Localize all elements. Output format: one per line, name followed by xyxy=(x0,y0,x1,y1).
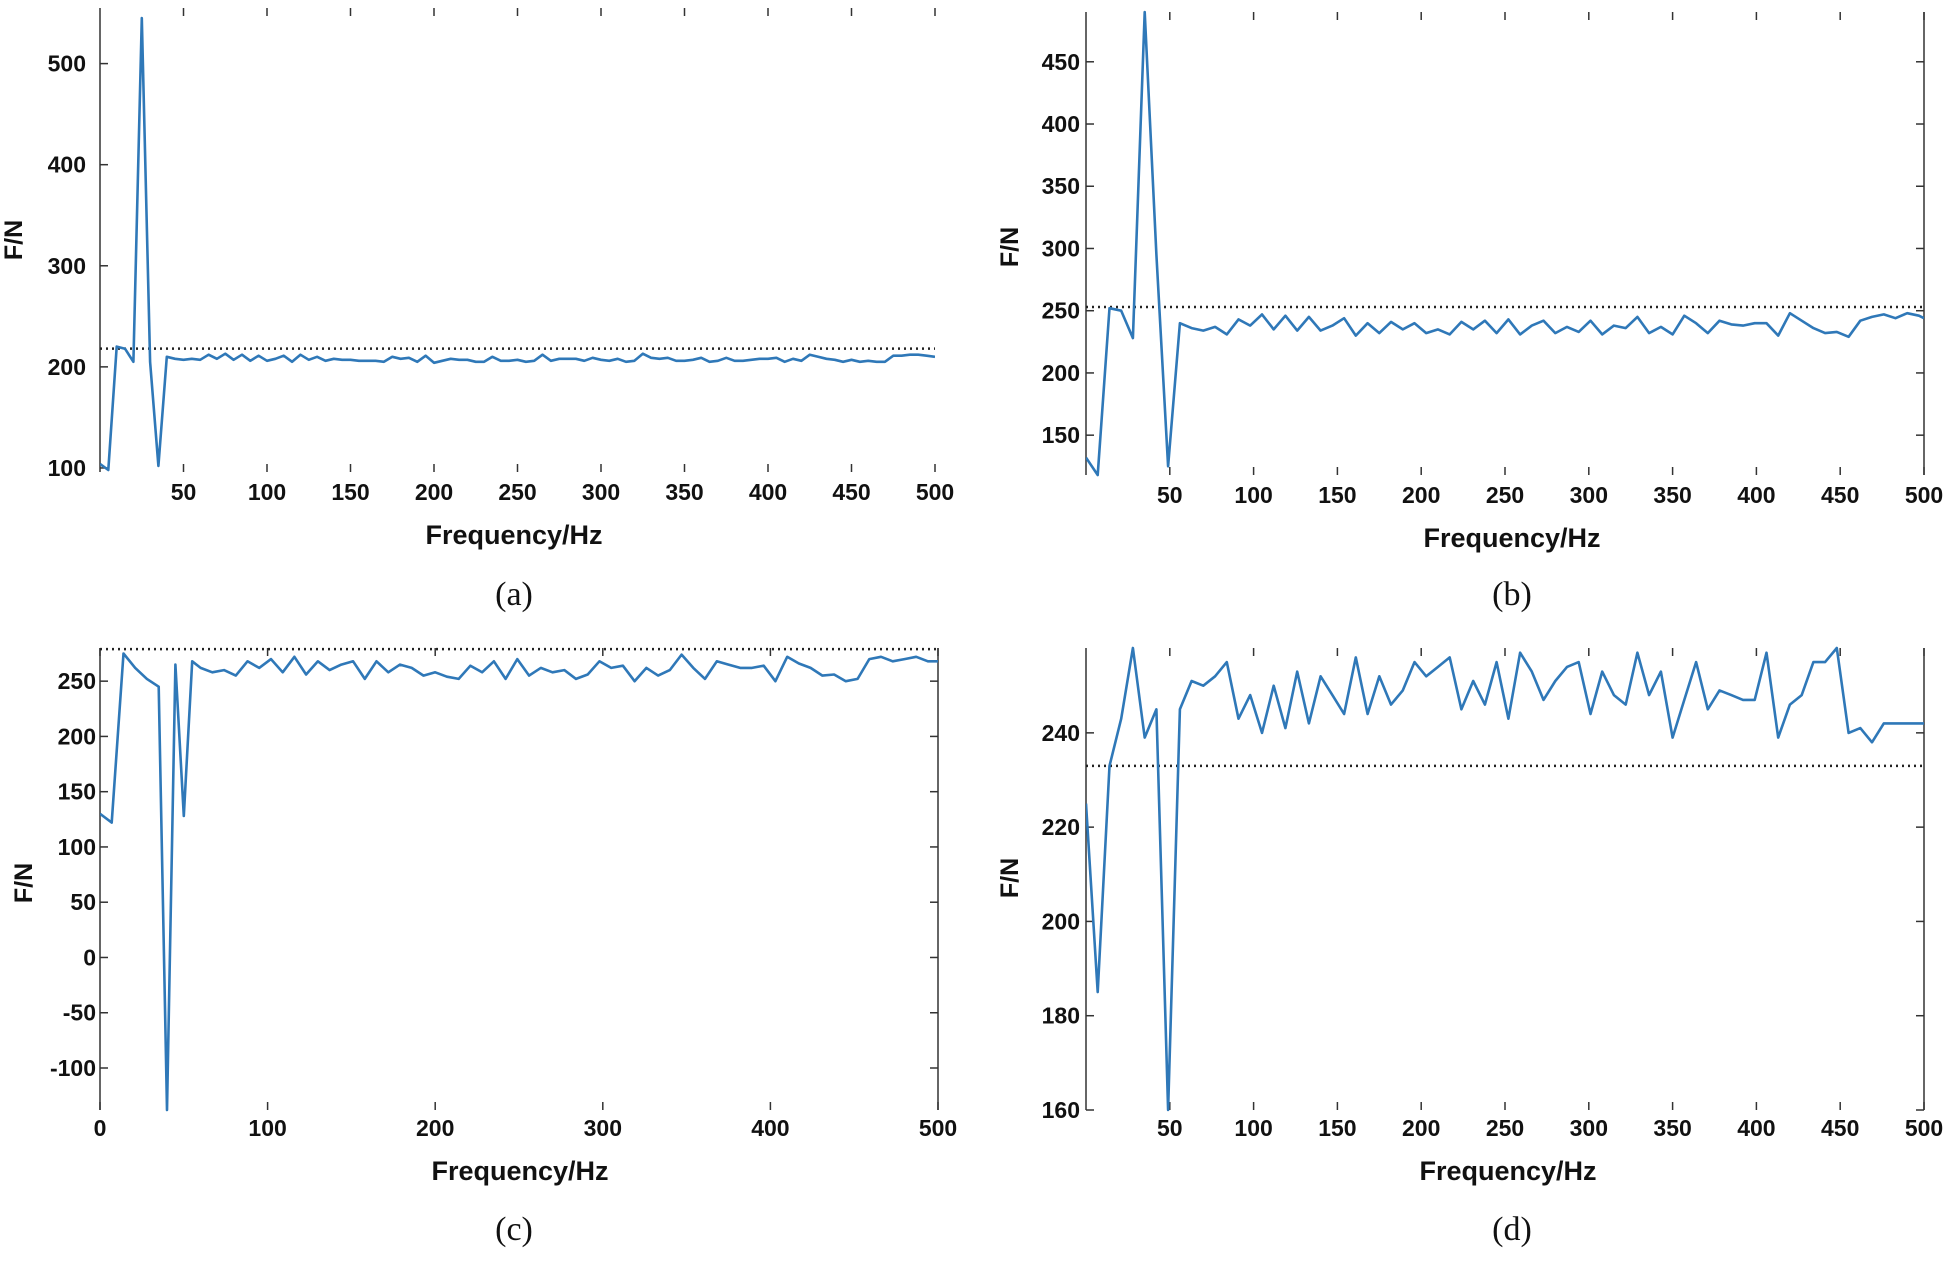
panel-a: Frequency/Hz F/N (a) 100 200 300 400 500 50 10… xyxy=(0,8,954,613)
panel-a-xtick-label: 150 xyxy=(331,479,369,505)
panel-a-series-line xyxy=(100,16,935,472)
panel-a-xtick-label: 500 xyxy=(916,479,954,505)
panel-a-xtick-label: 100 xyxy=(248,479,286,505)
panel-b-ytick-label: 300 xyxy=(1042,235,1080,261)
panel-c: Frequency/Hz F/N (c) -100 -50 0 50 100 150 200… xyxy=(10,647,957,1248)
panel-c-ytick-label: 200 xyxy=(58,723,96,749)
panel-d-xtick-label: 50 xyxy=(1157,1115,1183,1141)
panel-a-xlabel: Frequency/Hz xyxy=(425,520,602,550)
panel-d-ytick-label: 240 xyxy=(1042,720,1080,746)
panel-c-ytick-label: 50 xyxy=(70,889,96,915)
panel-b-xtick-label: 150 xyxy=(1318,482,1356,508)
panel-d-series-line xyxy=(1086,646,1924,1112)
panel-c-ytick-label: 100 xyxy=(58,834,96,860)
panel-b-ytick-label: 350 xyxy=(1042,173,1080,199)
panel-a-xtick-label: 400 xyxy=(749,479,787,505)
panel-d: Frequency/Hz F/N (d) 160 180 200 220 240 50 10… xyxy=(996,646,1943,1248)
panel-c-ytick-label: -50 xyxy=(63,1000,96,1026)
panel-c-ylabel: F/N xyxy=(10,863,38,903)
panel-d-xtick-label: 450 xyxy=(1821,1115,1859,1141)
panel-a-xtick-label: 250 xyxy=(498,479,536,505)
panel-b-caption: (b) xyxy=(1492,576,1532,613)
panel-b-ytick-label: 150 xyxy=(1042,422,1080,448)
panel-d-xtick-label: 500 xyxy=(1905,1115,1943,1141)
panel-d-ytick-label: 160 xyxy=(1042,1097,1080,1123)
panel-c-xtick-label: 100 xyxy=(248,1115,286,1141)
panel-a-xtick-label: 200 xyxy=(415,479,453,505)
panel-a-ytick-label: 400 xyxy=(48,152,86,178)
panel-d-caption: (d) xyxy=(1492,1211,1532,1248)
panel-d-xtick-label: 300 xyxy=(1570,1115,1608,1141)
panel-a-xtick-label: 450 xyxy=(832,479,870,505)
panel-b-xtick-label: 500 xyxy=(1905,482,1943,508)
panel-a-ytick-label: 100 xyxy=(48,455,86,481)
panel-a-ylabel: F/N xyxy=(0,220,28,260)
panel-c-series-line xyxy=(100,652,938,1112)
panel-b-xtick-label: 450 xyxy=(1821,482,1859,508)
panel-a-caption: (a) xyxy=(495,576,533,613)
panel-d-ylabel: F/N xyxy=(996,858,1024,898)
panel-b-xlabel: Frequency/Hz xyxy=(1423,523,1600,553)
panel-b-ytick-label: 400 xyxy=(1042,111,1080,137)
panel-a-ytick-label: 300 xyxy=(48,253,86,279)
panel-d-ytick-label: 220 xyxy=(1042,814,1080,840)
panel-b-ylabel: F/N xyxy=(996,227,1024,267)
panel-b-ytick-label: 200 xyxy=(1042,360,1080,386)
panel-c-xtick-label: 300 xyxy=(584,1115,622,1141)
panel-b-xtick-label: 250 xyxy=(1486,482,1524,508)
panel-b-ytick-label: 250 xyxy=(1042,298,1080,324)
panel-c-ytick-label: 250 xyxy=(58,668,96,694)
panel-d-xtick-label: 250 xyxy=(1486,1115,1524,1141)
panel-a-ytick-label: 200 xyxy=(48,354,86,380)
panel-b: Frequency/Hz F/N (b) 150 200 250 300 350 400 4… xyxy=(996,10,1943,613)
panel-d-xtick-label: 400 xyxy=(1737,1115,1775,1141)
panel-a-xtick-label: 300 xyxy=(582,479,620,505)
panel-c-ytick-label: 150 xyxy=(58,779,96,805)
panel-b-xtick-label: 200 xyxy=(1402,482,1440,508)
panel-b-ytick-label: 450 xyxy=(1042,49,1080,75)
panel-d-ytick-label: 180 xyxy=(1042,1003,1080,1029)
panel-c-xtick-label: 500 xyxy=(919,1115,957,1141)
panel-b-xtick-label: 400 xyxy=(1737,482,1775,508)
panel-d-ytick-label: 200 xyxy=(1042,908,1080,934)
panel-d-xtick-label: 150 xyxy=(1318,1115,1356,1141)
panel-d-xlabel: Frequency/Hz xyxy=(1419,1156,1596,1186)
panel-c-ytick-label: 0 xyxy=(83,944,96,970)
panel-a-xtick-label: 50 xyxy=(171,479,197,505)
panel-a-xtick-label: 350 xyxy=(665,479,703,505)
panel-d-xtick-label: 350 xyxy=(1653,1115,1691,1141)
panel-b-series-line xyxy=(1086,10,1924,477)
panel-b-xtick-label: 100 xyxy=(1234,482,1272,508)
panel-c-xtick-label: 0 xyxy=(94,1115,107,1141)
panel-c-xtick-label: 400 xyxy=(751,1115,789,1141)
panel-c-xlabel: Frequency/Hz xyxy=(431,1156,608,1186)
panel-b-xtick-label: 50 xyxy=(1157,482,1183,508)
panel-d-xtick-label: 200 xyxy=(1402,1115,1440,1141)
panel-c-ytick-label: -100 xyxy=(50,1055,96,1081)
panel-d-xtick-label: 100 xyxy=(1234,1115,1272,1141)
panel-a-ytick-label: 500 xyxy=(48,51,86,77)
panel-c-caption: (c) xyxy=(495,1211,533,1248)
panel-b-xtick-label: 350 xyxy=(1653,482,1691,508)
panel-b-xtick-label: 300 xyxy=(1570,482,1608,508)
panel-c-xtick-label: 200 xyxy=(416,1115,454,1141)
